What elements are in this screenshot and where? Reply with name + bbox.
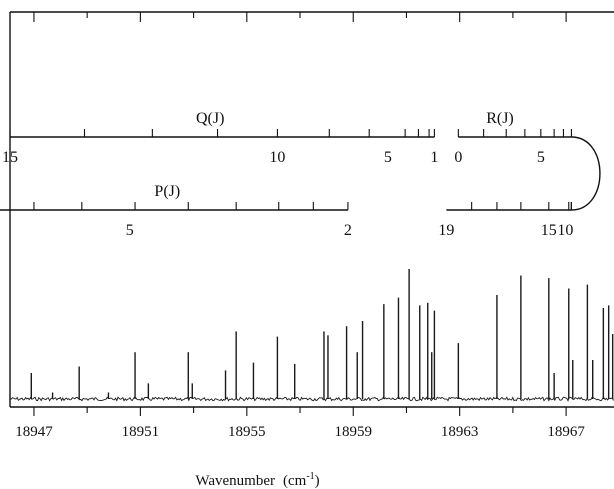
branch-label: 1 — [430, 149, 438, 166]
branch-label: 15 — [541, 222, 557, 239]
branch-label: 5 — [537, 149, 545, 166]
x-axis-label: Wavenumber — [195, 473, 275, 489]
x-tick-label: 18959 — [334, 424, 372, 440]
branch-ladder: 952P(J) — [0, 183, 352, 239]
branch-ladder: 0 5 19 15 10 R(J) — [438, 110, 601, 239]
branch-name: Q(J) — [196, 110, 224, 127]
branch-label: 19 — [438, 222, 454, 239]
branch-label: 10 — [557, 222, 573, 239]
x-axis-unit: (cm-1) — [283, 471, 320, 489]
x-tick-labels: 18947 18951 18955 18959 18963 18967 — [15, 424, 585, 440]
x-tick-label: 18947 — [15, 424, 53, 440]
branch-name: R(J) — [486, 110, 514, 127]
branch-label: 5 — [126, 222, 134, 239]
spectrum-peaks — [30, 269, 614, 399]
branch-label: 5 — [384, 149, 392, 166]
top-axis-ticks — [33, 12, 567, 22]
branch-name: P(J) — [154, 183, 180, 200]
x-tick-label: 18951 — [122, 424, 160, 440]
bottom-axis-ticks — [33, 407, 567, 416]
spectrum-trace — [9, 396, 614, 402]
branch-label: 2 — [344, 222, 352, 239]
branch-label: 10 — [269, 149, 285, 166]
x-tick-label: 18955 — [228, 424, 266, 440]
x-tick-label: 18963 — [441, 424, 479, 440]
branch-label: 0 — [454, 149, 462, 166]
branch-label: 15 — [2, 149, 18, 166]
branch-ladder: 15 10 5 1 Q(J) — [2, 110, 438, 166]
branch-turnaround — [571, 136, 601, 211]
x-tick-label: 18967 — [547, 424, 585, 440]
